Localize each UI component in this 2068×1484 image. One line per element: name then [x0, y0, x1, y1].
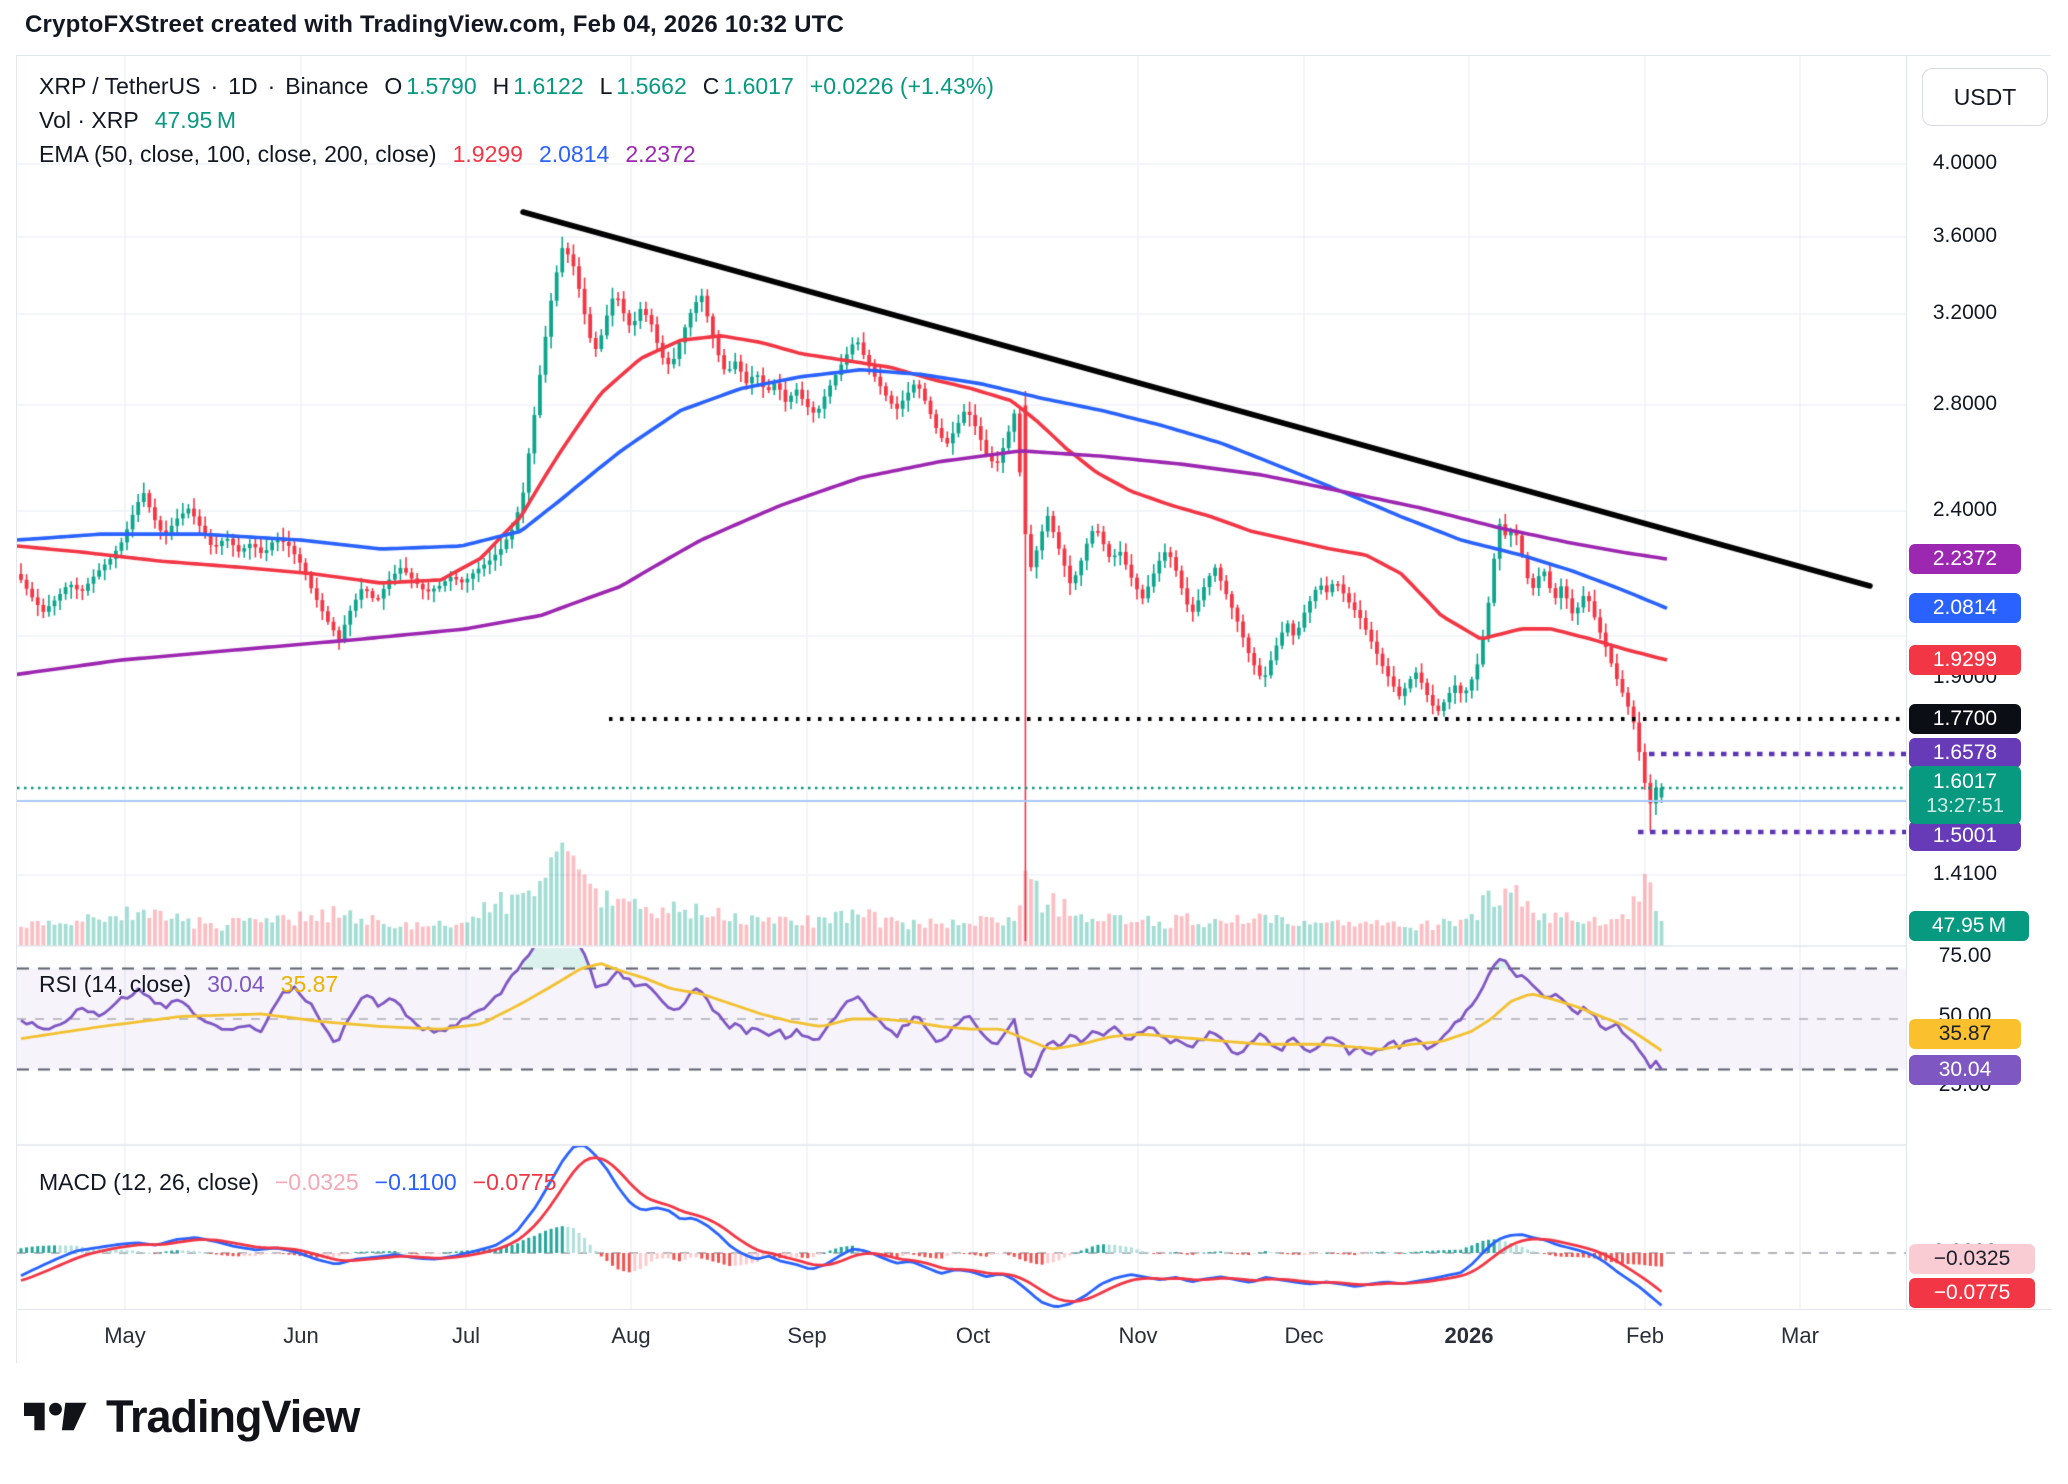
ema-label: EMA (50, close, 100, close, 200, close)	[39, 141, 437, 167]
watermark-attribution-text: CryptoFXStreet created with TradingView.…	[25, 11, 844, 38]
volume-label: Vol · XRP	[39, 107, 139, 133]
ema200-price-badge: 2.2372	[1909, 544, 2021, 574]
level-badge-1-6578: 1.6578	[1909, 738, 2021, 768]
time-label-sep: Sep	[787, 1323, 827, 1348]
ema100-value: 2.0814	[538, 141, 610, 167]
price-tick: 3.6000	[1932, 224, 1998, 247]
macd-hist-badge: −0.0325	[1909, 1244, 2035, 1274]
time-label-jul: Jul	[451, 1323, 481, 1348]
ohlc-low: L 1.5662	[599, 73, 687, 99]
volume-legend[interactable]: Vol · XRP 47.95 M	[39, 107, 236, 134]
ohlc-open: O 1.5790	[384, 73, 477, 99]
time-label-mar: Mar	[1781, 1323, 1819, 1348]
time-label-nov: Nov	[1118, 1323, 1158, 1348]
macd-signal-value: −0.0775	[472, 1169, 557, 1195]
level-badge-1-77: 1.7700	[1909, 704, 2021, 734]
macd-hist-value: −0.0325	[274, 1169, 359, 1195]
macd-line-value: −0.1100	[374, 1169, 457, 1195]
macd-legend[interactable]: MACD (12, 26, close) −0.0325 −0.1100 −0.…	[39, 1169, 557, 1196]
price-tick: 1.4100	[1932, 862, 1998, 885]
last-price-badge: 1.6017 13:27:51	[1909, 766, 2021, 824]
rsi-value: 30.04	[207, 971, 265, 997]
rsi-label: RSI (14, close)	[39, 971, 192, 997]
volume-value: 47.95 M	[154, 107, 237, 133]
time-label-aug: Aug	[611, 1323, 651, 1348]
macd-label: MACD (12, 26, close)	[39, 1169, 259, 1195]
time-label-jun: Jun	[283, 1323, 319, 1348]
symbol-legend[interactable]: XRP / TetherUS · 1D · Binance O 1.5790 H 1.612…	[39, 73, 994, 100]
ema50-value: 1.9299	[452, 141, 523, 167]
rsi-tick: 75.00	[1938, 944, 1992, 967]
symbol-title[interactable]: XRP / TetherUS · 1D · Binance	[39, 73, 369, 99]
chart-card: XRP / TetherUS · 1D · Binance O 1.5790 H 1.612…	[16, 55, 2052, 1364]
time-label-may: May	[104, 1323, 146, 1348]
time-label-feb: Feb	[1626, 1323, 1664, 1348]
time-axis[interactable]: May Jun Jul Aug Sep Oct Nov Dec 2026 Feb…	[17, 1309, 2052, 1364]
price-tick: 2.4000	[1932, 498, 1998, 521]
price-tick: 3.2000	[1932, 301, 1998, 324]
ema200-value: 2.2372	[625, 141, 696, 167]
time-label-2026: 2026	[1444, 1323, 1494, 1348]
change-value: +0.0226 (+1.43%)	[809, 73, 994, 99]
rsi-ma-badge: 35.87	[1909, 1019, 2021, 1049]
time-label-oct: Oct	[955, 1323, 991, 1348]
rsi-badge: 30.04	[1909, 1055, 2021, 1085]
price-tick: 2.8000	[1932, 392, 1998, 415]
tradingview-logo-icon	[24, 1388, 88, 1446]
ema50-price-badge: 1.9299	[1909, 645, 2021, 675]
tradingview-footer[interactable]: TradingView	[24, 1388, 360, 1446]
time-label-dec: Dec	[1284, 1323, 1324, 1348]
price-axis[interactable]	[1906, 56, 2052, 1309]
rsi-ma-value: 35.87	[280, 971, 339, 997]
ema-legend[interactable]: EMA (50, close, 100, close, 200, close) …	[39, 141, 696, 168]
rsi-legend[interactable]: RSI (14, close) 30.04 35.87	[39, 971, 338, 998]
level-badge-1-5001: 1.5001	[1909, 821, 2021, 851]
ohlc-close: C 1.6017	[702, 73, 794, 99]
currency-toggle-button[interactable]: USDT	[1922, 68, 2048, 126]
volume-badge: 47.95 M	[1909, 911, 2029, 941]
ema100-price-badge: 2.0814	[1909, 593, 2021, 623]
macd-signal-badge: −0.0775	[1909, 1278, 2035, 1308]
price-tick: 4.0000	[1932, 151, 1998, 174]
ohlc-high: H 1.6122	[492, 73, 584, 99]
chart-canvas[interactable]	[17, 56, 1906, 1309]
tradingview-brand-text: TradingView	[106, 1391, 360, 1442]
bar-countdown: 13:27:51	[1926, 795, 2004, 817]
